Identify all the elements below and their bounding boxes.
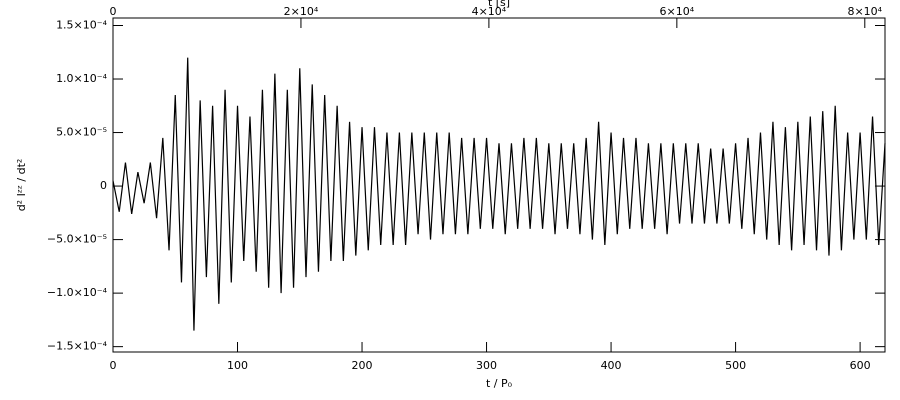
x-tick-label: 600 <box>850 359 871 372</box>
y-axis-label: d² Iᶻᶻ / dt² <box>15 159 28 212</box>
x2-tick-label: 2×10⁴ <box>284 5 319 18</box>
x2-axis-label: t [s] <box>488 0 510 9</box>
x-tick-label: 200 <box>352 359 373 372</box>
x2-tick-label: 6×10⁴ <box>660 5 695 18</box>
x2-tick-label: 4×10⁴ <box>472 5 507 18</box>
signal-line <box>112 57 886 331</box>
y-tick-label: −1.5×10⁻⁴ <box>47 340 108 353</box>
x-tick-label: 300 <box>476 359 497 372</box>
x-tick-label: 100 <box>227 359 248 372</box>
y-tick-label: 1.0×10⁻⁴ <box>56 72 108 85</box>
x2-tick-label: 0 <box>110 5 117 18</box>
y-tick-label: 1.5×10⁻⁴ <box>56 18 108 31</box>
x-tick-label: 0 <box>110 359 117 372</box>
plot-frame <box>112 17 886 353</box>
x-axis-label: t / P₀ <box>486 377 513 390</box>
y-tick-label: −5.0×10⁻⁵ <box>47 233 107 246</box>
y-tick-label: −1.0×10⁻⁴ <box>47 286 108 299</box>
y-tick-label: 5.0×10⁻⁵ <box>56 126 107 139</box>
x-tick-label: 400 <box>601 359 622 372</box>
y-tick-label: 0 <box>100 179 107 192</box>
x2-tick-label: 8×10⁴ <box>847 5 882 18</box>
x-tick-label: 500 <box>725 359 746 372</box>
